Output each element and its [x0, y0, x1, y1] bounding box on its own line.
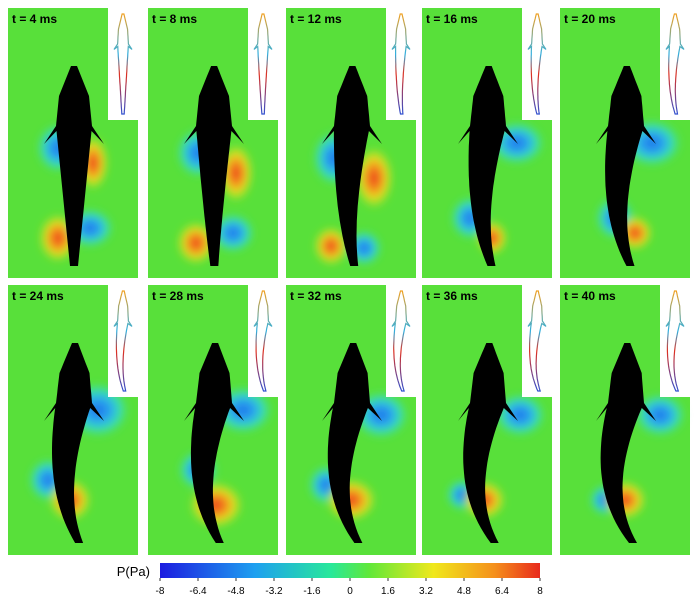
panel: t = 24 ms — [8, 285, 140, 555]
fish — [322, 343, 382, 543]
colorbar-tick-label: 4.8 — [457, 586, 471, 597]
panel: t = 12 ms — [286, 8, 418, 278]
panel: t = 4 ms — [8, 8, 140, 278]
panel: t = 8 ms — [148, 8, 280, 278]
panel: t = 28 ms — [148, 285, 280, 555]
inset-outline — [527, 13, 547, 115]
fish — [458, 66, 518, 266]
colorbar-tick-label: -3.2 — [265, 586, 283, 597]
inset-outline — [665, 13, 685, 115]
panel: t = 40 ms — [560, 285, 692, 555]
panel-label: t = 20 ms — [564, 12, 616, 26]
inset-outline — [253, 290, 273, 392]
panel: t = 20 ms — [560, 8, 692, 278]
colorbar — [160, 563, 540, 578]
inset-outline — [665, 290, 685, 392]
colorbar-tick-label: -1.6 — [303, 586, 321, 597]
colorbar-tick-label: 1.6 — [381, 586, 395, 597]
pressure-blob — [634, 393, 686, 437]
colorbar-tick-label: -4.8 — [227, 586, 245, 597]
colorbar-tick-label: 3.2 — [419, 586, 433, 597]
pressure-blob — [211, 213, 255, 253]
colorbar-tick-label: -8 — [156, 586, 165, 597]
colorbar-label: P(Pa) — [117, 564, 150, 579]
inset-background — [248, 8, 280, 120]
panel: t = 32 ms — [286, 285, 418, 555]
inset-outline — [391, 13, 411, 115]
colorbar-tick-label: 6.4 — [495, 586, 509, 597]
inset-outline — [253, 13, 273, 115]
panel-label: t = 40 ms — [564, 289, 616, 303]
panel: t = 16 ms — [422, 8, 554, 278]
inset-outline — [391, 290, 411, 392]
pressure-blob — [176, 221, 216, 265]
fish — [44, 66, 104, 266]
panel-label: t = 8 ms — [152, 12, 197, 26]
pressure-blob — [354, 146, 394, 210]
panel: t = 36 ms — [422, 285, 554, 555]
colorbar-tick-label: 0 — [347, 586, 353, 597]
panel-label: t = 12 ms — [290, 12, 342, 26]
fish — [184, 343, 244, 543]
pressure-blob — [313, 226, 349, 266]
panel-label: t = 4 ms — [12, 12, 57, 26]
inset-outline — [113, 13, 133, 115]
panel-label: t = 28 ms — [152, 289, 204, 303]
inset-outline — [113, 290, 133, 392]
fish — [184, 66, 244, 266]
inset-background — [108, 8, 140, 120]
fish — [596, 343, 656, 543]
panel-label: t = 24 ms — [12, 289, 64, 303]
fish — [44, 343, 104, 543]
colorbar-tick-label: 8 — [537, 586, 543, 597]
fish — [458, 343, 518, 543]
fish — [596, 66, 656, 266]
pressure-blob — [494, 393, 546, 437]
panel-label: t = 16 ms — [426, 12, 478, 26]
panel-label: t = 36 ms — [426, 289, 478, 303]
colorbar-tick-label: -6.4 — [189, 586, 207, 597]
panel-label: t = 32 ms — [290, 289, 342, 303]
inset-outline — [527, 290, 547, 392]
fish — [322, 66, 382, 266]
